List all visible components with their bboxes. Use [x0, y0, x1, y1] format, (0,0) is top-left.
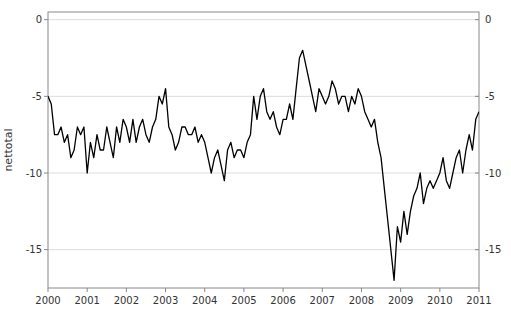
y-tick-label: -15	[26, 244, 42, 255]
x-tick	[243, 288, 244, 292]
grid-line	[48, 249, 479, 250]
y2-tick	[475, 249, 479, 250]
y2-tick	[475, 173, 479, 174]
y2-tick	[475, 96, 479, 97]
y-tick	[44, 249, 48, 250]
x-tick	[439, 288, 440, 292]
axes: 2000 2001 2002 2003 2004 2005 2006 2007 2008 2009…	[26, 12, 502, 306]
x-tick-label: 2002	[114, 295, 139, 306]
x-tick	[165, 288, 166, 292]
x-tick-label: 2011	[466, 295, 491, 306]
y-tick-label: -10	[26, 168, 42, 179]
plot-frame	[48, 12, 479, 288]
y-axis-label: nettotal	[2, 128, 15, 171]
y2-tick	[475, 19, 479, 20]
x-tick-label: 2008	[349, 295, 374, 306]
grid-line	[48, 19, 479, 20]
grid-line	[48, 96, 479, 97]
y-tick	[44, 19, 48, 20]
grid-line	[48, 173, 479, 174]
y2-tick-label: 0	[485, 14, 491, 25]
y-tick-label: 0	[36, 14, 42, 25]
x-tick-label: 2005	[231, 295, 256, 306]
data	[48, 50, 479, 280]
x-tick-label: 2010	[427, 295, 452, 306]
y-tick	[44, 173, 48, 174]
x-tick-label: 2000	[35, 295, 60, 306]
x-tick	[361, 288, 362, 292]
x-tick-label: 2006	[270, 295, 295, 306]
line-series	[48, 50, 479, 280]
y-tick-label: -5	[32, 91, 42, 102]
x-tick-label: 2004	[192, 295, 217, 306]
x-tick	[400, 288, 401, 292]
x-tick	[479, 288, 480, 292]
y-tick	[44, 96, 48, 97]
x-tick	[322, 288, 323, 292]
x-tick	[204, 288, 205, 292]
x-tick	[283, 288, 284, 292]
y2-tick-label: -15	[485, 244, 501, 255]
x-tick	[126, 288, 127, 292]
y2-tick-label: -5	[485, 91, 495, 102]
y2-tick-label: -10	[485, 168, 501, 179]
x-tick	[87, 288, 88, 292]
x-tick-label: 2003	[153, 295, 178, 306]
x-tick-label: 2007	[310, 295, 335, 306]
x-tick	[48, 288, 49, 292]
chart: 2000 2001 2002 2003 2004 2005 2006 2007 2008 2009…	[0, 0, 511, 314]
x-tick-label: 2001	[74, 295, 99, 306]
grid	[48, 20, 479, 250]
x-tick-label: 2009	[388, 295, 413, 306]
